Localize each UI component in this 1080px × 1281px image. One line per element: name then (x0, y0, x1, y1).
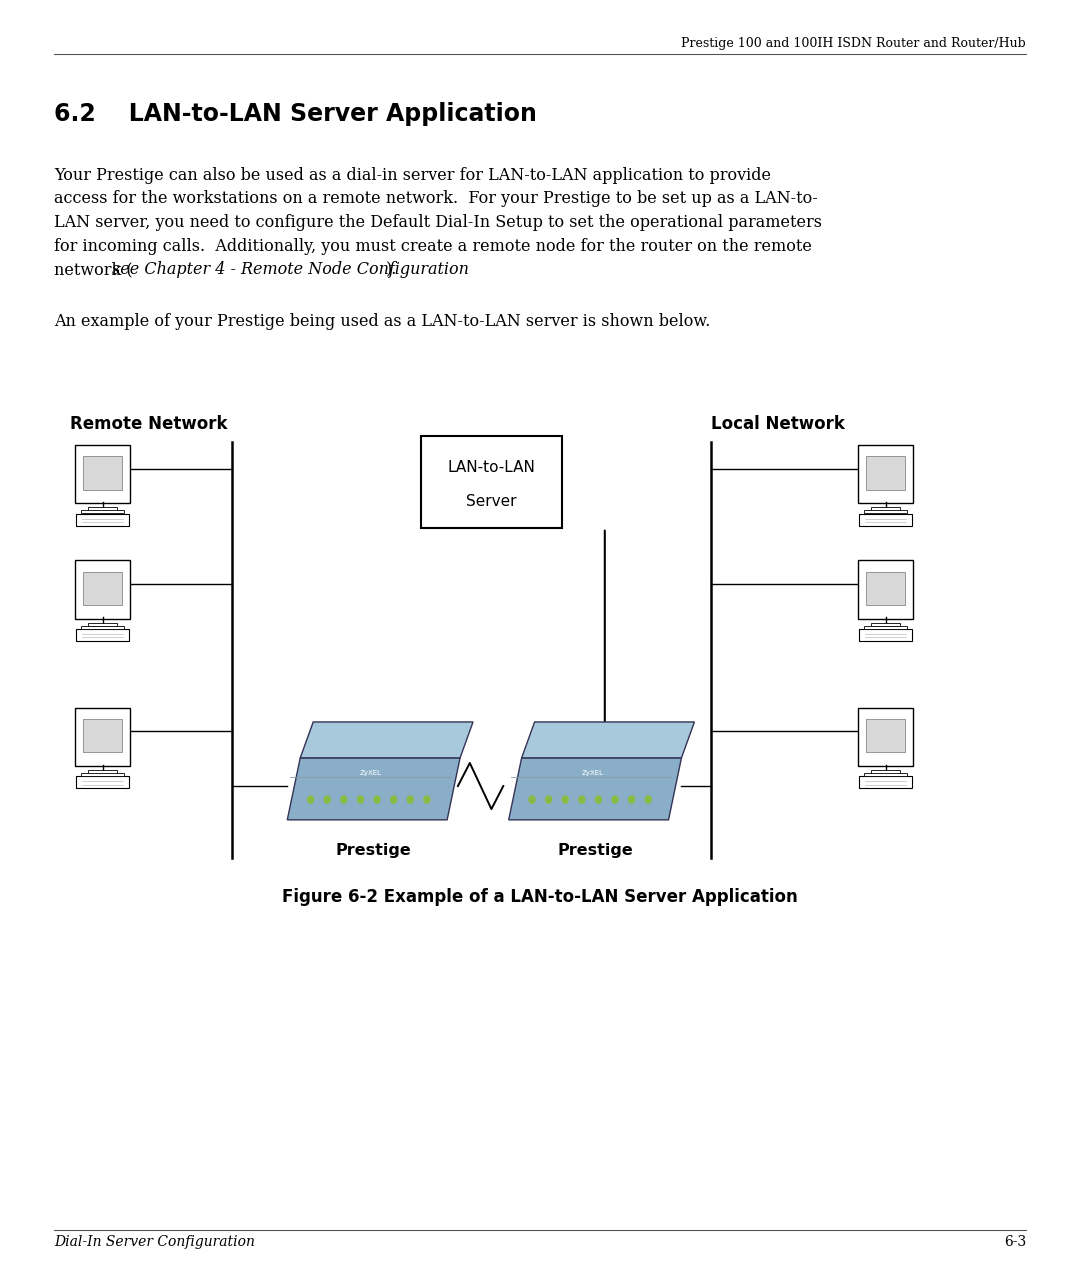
Text: Prestige: Prestige (557, 843, 633, 858)
Text: ).: ). (386, 261, 397, 278)
Bar (870, 770, 901, 774)
Circle shape (612, 796, 618, 803)
Bar (87, 507, 118, 511)
Circle shape (308, 796, 313, 803)
Text: ZyXEL: ZyXEL (581, 770, 604, 776)
Text: Remote Network: Remote Network (70, 415, 228, 433)
Text: Server: Server (467, 494, 516, 510)
Circle shape (407, 796, 414, 803)
Text: Prestige: Prestige (336, 843, 411, 858)
Polygon shape (522, 722, 694, 758)
Circle shape (645, 796, 651, 803)
Text: Dial-In Server Configuration: Dial-In Server Configuration (54, 1235, 255, 1249)
Circle shape (545, 796, 552, 803)
Circle shape (629, 796, 635, 803)
Text: LAN server, you need to configure the Default Dial-In Setup to set the operation: LAN server, you need to configure the De… (54, 214, 822, 231)
Circle shape (374, 796, 380, 803)
Circle shape (595, 796, 602, 803)
FancyBboxPatch shape (860, 514, 912, 525)
Bar (81, 510, 124, 514)
Bar (83, 571, 122, 605)
FancyBboxPatch shape (77, 629, 129, 640)
Bar (83, 456, 122, 489)
Polygon shape (509, 758, 681, 820)
Circle shape (529, 796, 535, 803)
Circle shape (324, 796, 330, 803)
Bar (866, 571, 905, 605)
Text: access for the workstations on a remote network.  For your Prestige to be set up: access for the workstations on a remote … (54, 190, 818, 208)
Circle shape (341, 796, 347, 803)
Bar (864, 625, 907, 629)
Circle shape (579, 796, 585, 803)
Text: LAN-to-LAN: LAN-to-LAN (447, 460, 536, 475)
FancyBboxPatch shape (858, 707, 914, 766)
Text: Local Network: Local Network (711, 415, 845, 433)
Text: for incoming calls.  Additionally, you must create a remote node for the router : for incoming calls. Additionally, you mu… (54, 238, 812, 255)
Circle shape (357, 796, 364, 803)
FancyBboxPatch shape (860, 776, 912, 788)
Bar (870, 507, 901, 511)
Bar (421, 436, 562, 528)
FancyBboxPatch shape (75, 446, 131, 503)
Bar (866, 456, 905, 489)
Text: Figure 6-2 Example of a LAN-to-LAN Server Application: Figure 6-2 Example of a LAN-to-LAN Serve… (282, 888, 798, 906)
Bar (87, 770, 118, 774)
Bar (81, 772, 124, 776)
Bar (864, 510, 907, 514)
Polygon shape (287, 758, 460, 820)
Circle shape (563, 796, 568, 803)
FancyBboxPatch shape (75, 707, 131, 766)
Text: 6.2    LAN-to-LAN Server Application: 6.2 LAN-to-LAN Server Application (54, 102, 537, 127)
Text: Your Prestige can also be used as a dial-in server for LAN-to-LAN application to: Your Prestige can also be used as a dial… (54, 167, 771, 183)
Circle shape (423, 796, 430, 803)
Bar (866, 719, 905, 752)
Text: ZyXEL: ZyXEL (360, 770, 382, 776)
Text: see Chapter 4 - Remote Node Configuration: see Chapter 4 - Remote Node Configuratio… (112, 261, 469, 278)
Text: network (: network ( (54, 261, 133, 278)
FancyBboxPatch shape (77, 776, 129, 788)
Circle shape (391, 796, 396, 803)
Bar (81, 625, 124, 629)
Bar (87, 623, 118, 626)
Bar (83, 719, 122, 752)
Polygon shape (300, 722, 473, 758)
FancyBboxPatch shape (77, 514, 129, 525)
FancyBboxPatch shape (858, 446, 914, 503)
Text: 6-3: 6-3 (1003, 1235, 1026, 1249)
Bar (864, 772, 907, 776)
FancyBboxPatch shape (860, 629, 912, 640)
Text: An example of your Prestige being used as a LAN-to-LAN server is shown below.: An example of your Prestige being used a… (54, 314, 711, 330)
FancyBboxPatch shape (75, 561, 131, 619)
Bar (870, 623, 901, 626)
FancyBboxPatch shape (858, 561, 914, 619)
Text: Prestige 100 and 100IH ISDN Router and Router/Hub: Prestige 100 and 100IH ISDN Router and R… (681, 37, 1026, 50)
